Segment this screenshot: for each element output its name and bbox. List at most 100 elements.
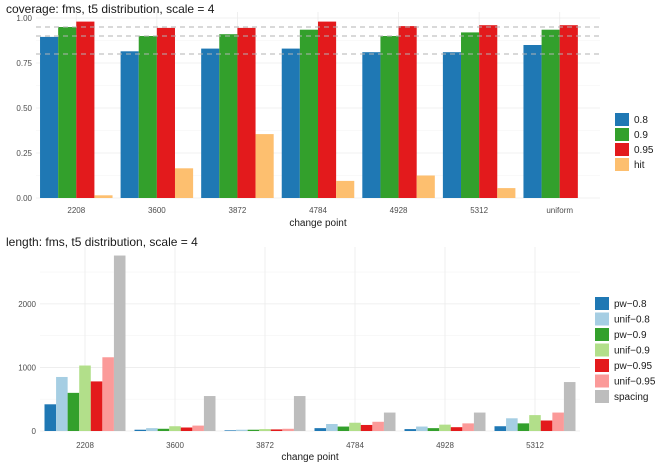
legend-swatch <box>595 359 609 372</box>
bar-unif-0-9-2208 <box>79 365 91 431</box>
bar-pw-0-95-2208 <box>90 381 103 431</box>
legend-label: hit <box>634 160 645 171</box>
panel-title-0: coverage: fms, t5 distribution, scale = … <box>6 2 215 16</box>
bar-hit-5312 <box>497 188 516 198</box>
bar-unif-0-8-3600 <box>146 428 158 431</box>
x-tick-label: 4784 <box>309 206 327 215</box>
bar-spacing-3600 <box>203 396 216 431</box>
bar-hit-3600 <box>174 168 194 198</box>
x-tick-label: 3600 <box>166 441 184 450</box>
bar-pw-0-9-4928 <box>427 428 440 431</box>
bar-pw-0-8-5312 <box>494 426 507 431</box>
bar-unif-0-9-3600 <box>169 426 181 431</box>
bar-0-95-3872 <box>237 27 256 199</box>
x-tick-label: 3872 <box>229 206 247 215</box>
y-tick-label: 0.50 <box>16 104 32 113</box>
bar-pw-0-9-2208 <box>67 392 80 431</box>
bar-pw-0-9-5312 <box>517 423 530 431</box>
y-tick-label: 0.75 <box>16 59 32 68</box>
legend-label: 0.9 <box>634 130 648 141</box>
bar-pw-0-95-4928 <box>450 427 463 431</box>
legend-label: spacing <box>614 392 648 403</box>
bar-spacing-5312 <box>563 382 576 431</box>
bar-unif-0-8-5312 <box>506 418 518 431</box>
x-tick-label: 4784 <box>346 441 364 450</box>
legend-swatch <box>615 158 629 171</box>
bar-pw-0-8-3600 <box>134 429 147 431</box>
legend-swatch <box>595 374 609 388</box>
bar-0-95-2208 <box>76 21 95 198</box>
x-axis-title: change point <box>281 452 338 463</box>
bar-unif-0-9-4784 <box>349 422 361 431</box>
bar-0-8-3872 <box>201 48 220 198</box>
x-tick-label: 3600 <box>148 206 166 215</box>
y-tick-label: 0.25 <box>16 149 32 158</box>
bar-pw-0-95-3872 <box>270 429 283 431</box>
legend-label: 0.95 <box>634 145 654 156</box>
bar-unif-0-95-4784 <box>372 421 384 431</box>
bar-pw-0-8-4784 <box>314 428 327 431</box>
bar-0-9-2208 <box>58 27 77 198</box>
bar-pw-0-95-5312 <box>540 420 553 431</box>
bar-0-9-3872 <box>219 34 238 199</box>
bar-pw-0-95-3600 <box>180 427 193 431</box>
legend-label: unif−0.9 <box>614 346 650 357</box>
bar-pw-0-8-2208 <box>44 404 57 431</box>
bar-0-8-5312 <box>442 52 462 199</box>
bar-unif-0-8-2208 <box>56 376 68 431</box>
panel-title-1: length: fms, t5 distribution, scale = 4 <box>6 235 198 249</box>
bar-0-95-3600 <box>156 27 175 199</box>
legend-label: 0.8 <box>634 115 648 126</box>
x-tick-label: 2208 <box>76 441 94 450</box>
bar-0-9-3600 <box>138 36 157 198</box>
bar-unif-0-95-3600 <box>192 425 204 431</box>
bar-unif-0-95-2208 <box>102 357 114 431</box>
bar-0-9-4784 <box>299 29 318 199</box>
bar-hit-3872 <box>255 134 274 198</box>
bar-pw-0-9-3872 <box>247 429 260 431</box>
bar-pw-0-8-4928 <box>404 429 417 431</box>
x-tick-label: 2208 <box>67 206 85 215</box>
bar-0-8-uniform <box>523 45 542 198</box>
legend-swatch <box>595 328 609 341</box>
bar-unif-0-95-5312 <box>552 412 564 431</box>
bar-pw-0-9-4784 <box>337 426 350 431</box>
bar-spacing-2208 <box>113 255 126 431</box>
legend-swatch <box>595 390 609 403</box>
x-tick-label: 5312 <box>526 441 544 450</box>
bar-pw-0-9-3600 <box>157 428 170 431</box>
bar-unif-0-95-4928 <box>462 423 474 431</box>
y-tick-label: 2000 <box>18 300 36 309</box>
bar-hit-4928 <box>416 175 435 198</box>
legend-swatch <box>615 128 629 141</box>
bar-spacing-4784 <box>383 412 396 431</box>
legend-label: pw−0.9 <box>614 330 647 341</box>
x-tick-label: 3872 <box>256 441 274 450</box>
x-tick-label: uniform <box>546 206 573 215</box>
legend-label: unif−0.8 <box>614 315 650 326</box>
bar-0-8-4928 <box>362 52 381 199</box>
bar-0-9-5312 <box>461 32 480 199</box>
bar-0-8-4784 <box>281 48 300 198</box>
bar-unif-0-95-3872 <box>282 428 294 431</box>
bar-0-95-5312 <box>479 25 498 199</box>
x-axis-title: change point <box>289 218 346 229</box>
bar-spacing-4928 <box>473 412 486 431</box>
bar-unif-0-8-4928 <box>416 426 428 431</box>
bar-0-95-4784 <box>318 21 337 198</box>
bar-unif-0-9-4928 <box>439 424 451 431</box>
bar-pw-0-8-3872 <box>224 430 237 431</box>
legend-swatch <box>595 312 609 326</box>
y-tick-label: 0 <box>32 427 37 436</box>
bar-0-95-uniform <box>559 25 578 199</box>
legend-label: pw−0.95 <box>614 361 653 372</box>
legend-label: pw−0.8 <box>614 299 647 310</box>
y-tick-label: 0.00 <box>16 194 32 203</box>
bar-0-8-2208 <box>40 36 59 199</box>
bar-hit-4784 <box>336 180 355 198</box>
legend-swatch <box>615 113 629 126</box>
bar-unif-0-8-3872 <box>236 429 248 431</box>
bar-hit-2208 <box>94 195 113 198</box>
bar-0-95-4928 <box>398 26 417 198</box>
